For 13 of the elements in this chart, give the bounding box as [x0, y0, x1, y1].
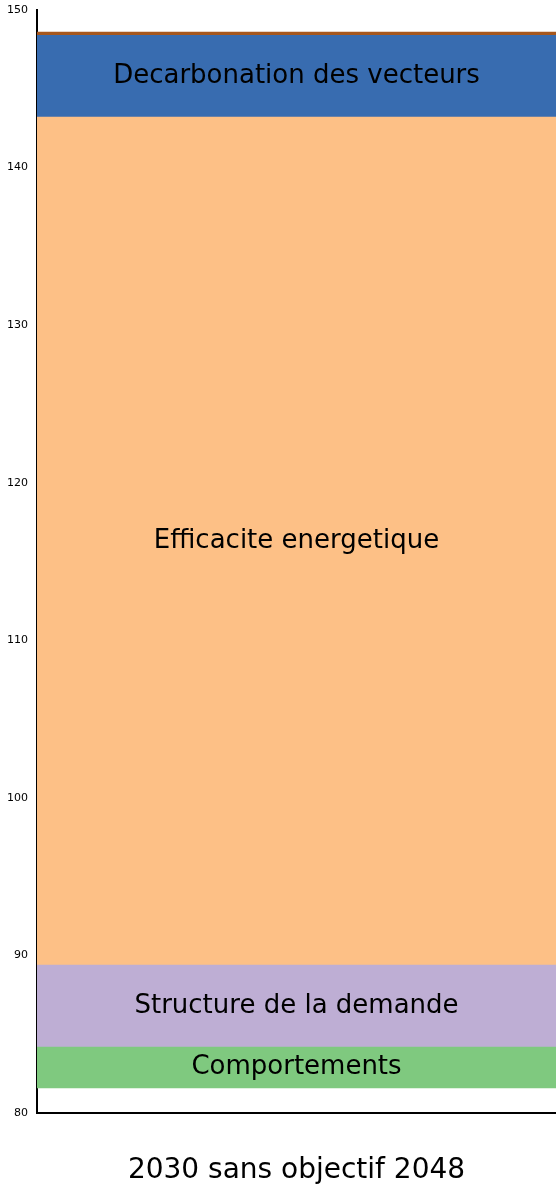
y-tick-label: 80 — [14, 1106, 28, 1120]
y-tick-label: 130 — [7, 318, 28, 332]
y-tick-label: 140 — [7, 160, 28, 174]
series-label: Structure de la demande — [134, 988, 459, 1019]
series-label: Decarbonation des vecteurs — [113, 58, 480, 89]
y-tick-label: 110 — [7, 633, 28, 647]
y-tick-label: 90 — [14, 948, 28, 962]
series-label: Efficacite energetique — [153, 523, 440, 554]
y-tick-label: 150 — [7, 2, 28, 16]
x-axis-title: 2030 sans objectif 2048 — [127, 1152, 466, 1186]
y-tick-label: 100 — [7, 790, 28, 804]
series-label: Comportements — [191, 1050, 402, 1081]
y-tick-label: 120 — [7, 475, 28, 489]
